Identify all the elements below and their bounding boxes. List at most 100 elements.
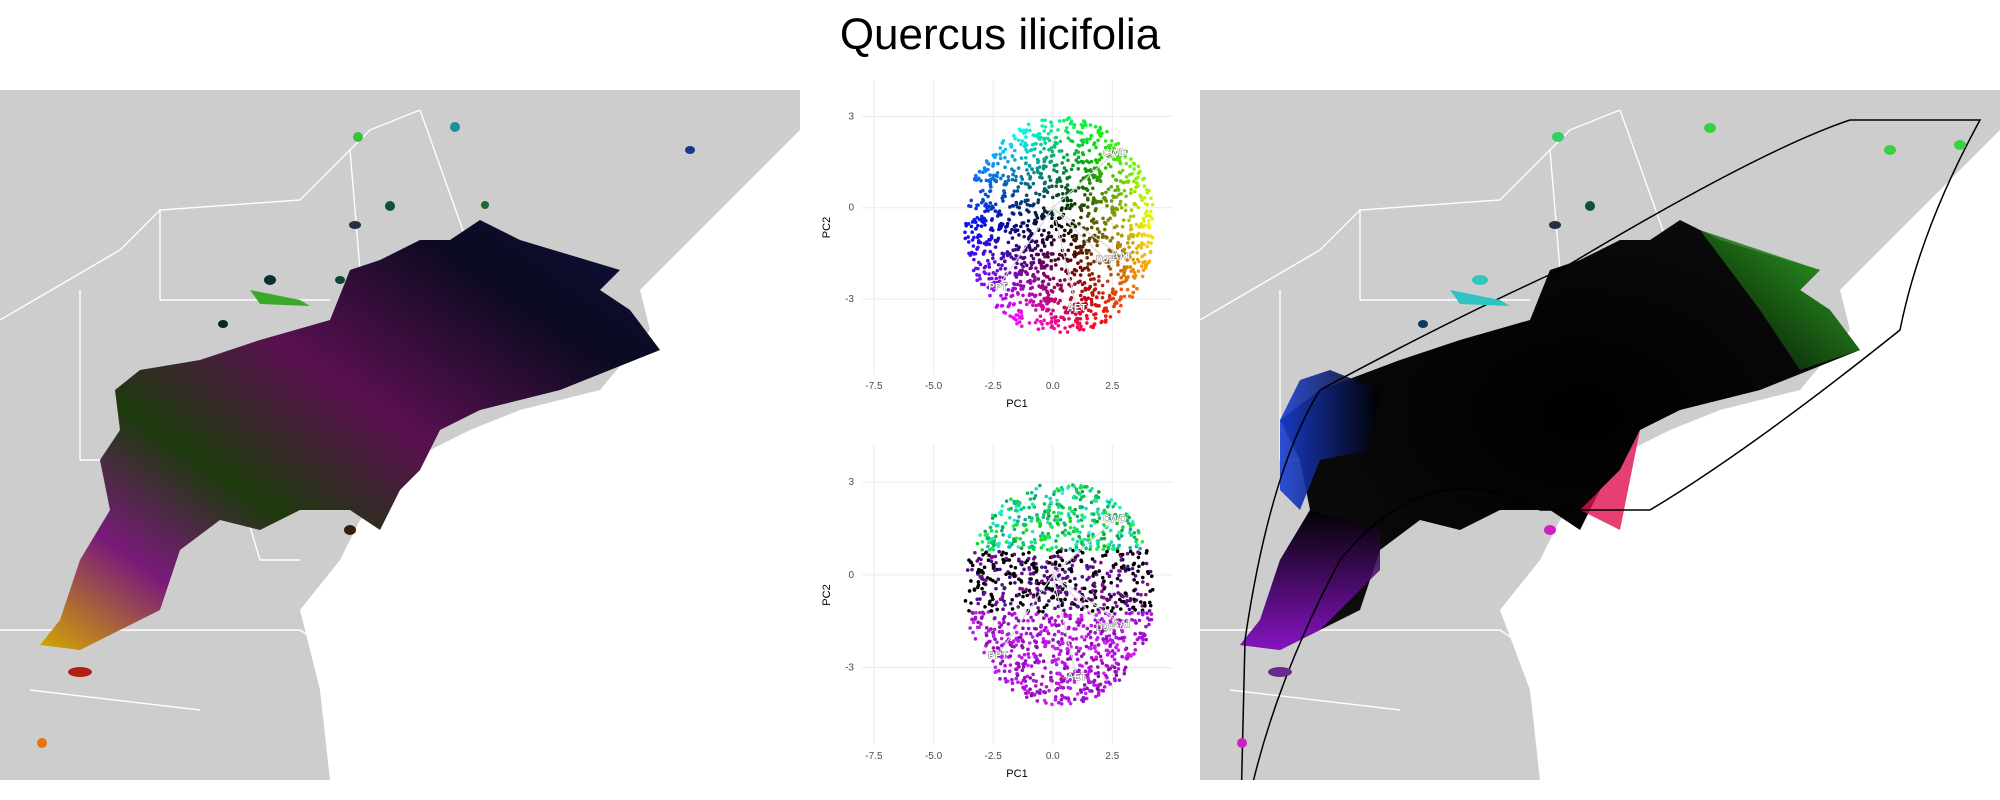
point: [1117, 530, 1121, 535]
point: [1049, 120, 1053, 124]
point: [1049, 500, 1053, 505]
point: [1073, 282, 1077, 286]
point: [1060, 603, 1064, 607]
point: [1063, 528, 1068, 533]
point: [1000, 263, 1004, 268]
point: [970, 230, 974, 235]
point: [1057, 119, 1062, 123]
point: [1065, 188, 1070, 192]
point: [1026, 279, 1030, 284]
point: [1102, 587, 1106, 591]
point: [1054, 163, 1059, 167]
point: [999, 655, 1004, 659]
point: [1096, 235, 1100, 239]
point: [1134, 181, 1139, 185]
point: [988, 183, 993, 187]
point: [1060, 491, 1065, 495]
point: [1076, 280, 1080, 285]
point: [1105, 279, 1110, 284]
point: [1080, 575, 1085, 579]
point: [997, 621, 1002, 625]
point: [1003, 663, 1007, 668]
point: [1084, 661, 1089, 665]
point: [1149, 196, 1153, 200]
point: [1120, 168, 1125, 173]
point: [1066, 696, 1071, 700]
point: [1130, 617, 1134, 622]
point: [1060, 674, 1065, 679]
point: [1051, 153, 1056, 158]
point: [1104, 680, 1108, 684]
point: [1032, 626, 1037, 631]
point: [1068, 121, 1073, 126]
point: [998, 275, 1002, 280]
point: [1039, 630, 1043, 634]
point: [1009, 255, 1013, 259]
point: [1092, 277, 1096, 281]
point: [1051, 195, 1055, 200]
point: [1032, 652, 1036, 656]
point: [990, 546, 994, 551]
point: [1085, 188, 1090, 193]
point: [986, 544, 990, 549]
point: [1025, 491, 1030, 495]
point: [1118, 514, 1123, 518]
point: [1011, 315, 1015, 320]
point: [1093, 624, 1098, 629]
point: [1099, 537, 1104, 541]
point: [1032, 496, 1037, 501]
disjunct-populations: [1237, 123, 1966, 748]
point: [1016, 185, 1021, 189]
point: [1010, 177, 1015, 182]
point: [1064, 168, 1069, 173]
point: [1018, 300, 1023, 305]
point: [995, 268, 1000, 273]
point: [1031, 595, 1036, 599]
point: [1101, 637, 1105, 641]
point: [1141, 268, 1146, 272]
point: [1079, 607, 1084, 612]
point: [1021, 590, 1026, 594]
point: [1011, 302, 1016, 307]
point: [1062, 166, 1067, 170]
point: [1074, 636, 1079, 641]
point: [985, 258, 990, 263]
point: [1004, 499, 1009, 503]
point: [1133, 273, 1138, 278]
point: [1118, 199, 1123, 204]
point: [1039, 135, 1043, 140]
point: [1049, 312, 1053, 316]
point: [995, 640, 999, 645]
point: [1089, 500, 1094, 505]
point: [1102, 671, 1106, 676]
point: [1150, 202, 1155, 207]
point: [1123, 203, 1128, 207]
point: [1010, 681, 1015, 686]
point: [1123, 268, 1127, 272]
point: [1103, 145, 1108, 150]
point: [965, 568, 970, 572]
point: [1054, 263, 1058, 267]
point: [1129, 533, 1134, 537]
x-tick-label: 0.0: [1046, 751, 1060, 762]
point: [1013, 148, 1017, 153]
point: [999, 221, 1003, 226]
point: [1118, 607, 1123, 611]
point: [1022, 255, 1027, 260]
point: [994, 179, 999, 184]
point: [1044, 308, 1049, 313]
point: [1074, 268, 1079, 273]
point: [986, 558, 991, 563]
point: [1147, 259, 1152, 264]
point: [1112, 157, 1116, 161]
point: [1013, 566, 1018, 570]
point: [1086, 534, 1091, 538]
point: [1029, 664, 1034, 668]
point: [1042, 129, 1047, 133]
point: [983, 551, 988, 555]
point: [1124, 619, 1129, 623]
point: [1041, 206, 1046, 210]
point: [1089, 225, 1094, 230]
point: [1064, 592, 1069, 597]
point: [1087, 632, 1091, 637]
